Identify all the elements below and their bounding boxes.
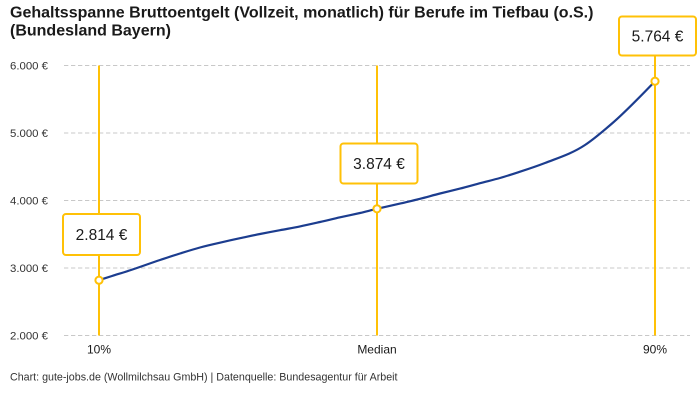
- svg-text:2.814 €: 2.814 €: [76, 227, 128, 244]
- svg-text:2.000 €: 2.000 €: [10, 330, 49, 342]
- svg-text:6.000 €: 6.000 €: [10, 60, 49, 72]
- svg-text:Median: Median: [357, 343, 396, 357]
- svg-text:90%: 90%: [643, 343, 667, 357]
- svg-text:5.764 €: 5.764 €: [632, 29, 684, 46]
- svg-text:Gehaltsspanne Bruttoentgelt (V: Gehaltsspanne Bruttoentgelt (Vollzeit, m…: [10, 5, 593, 22]
- svg-text:5.000 €: 5.000 €: [10, 128, 49, 140]
- svg-text:Chart: gute-jobs.de (Wollmilch: Chart: gute-jobs.de (Wollmilchsau GmbH) …: [10, 372, 398, 384]
- svg-text:4.000 €: 4.000 €: [10, 195, 49, 207]
- svg-text:3.874 €: 3.874 €: [353, 156, 405, 173]
- svg-text:10%: 10%: [87, 343, 111, 357]
- svg-text:(Bundesland Bayern): (Bundesland Bayern): [10, 23, 171, 40]
- svg-text:3.000 €: 3.000 €: [10, 263, 49, 275]
